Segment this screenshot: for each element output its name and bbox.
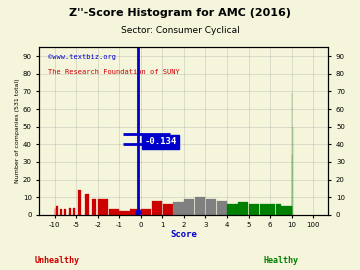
Bar [78, 190, 81, 215]
Bar [195, 197, 205, 215]
Bar [278, 204, 281, 215]
Bar [130, 210, 140, 215]
Bar [276, 204, 278, 215]
Bar [120, 211, 130, 215]
Bar [56, 206, 58, 215]
Bar [69, 208, 71, 215]
Bar [152, 201, 162, 215]
Bar [206, 199, 216, 215]
Text: Unhealthy: Unhealthy [35, 256, 80, 265]
Text: Z''-Score Histogram for AMC (2016): Z''-Score Histogram for AMC (2016) [69, 8, 291, 18]
Y-axis label: Number of companies (531 total): Number of companies (531 total) [15, 79, 20, 183]
Bar [281, 206, 284, 215]
Text: Healthy: Healthy [263, 256, 298, 265]
Bar [60, 210, 62, 215]
Bar [287, 206, 289, 215]
Text: The Research Foundation of SUNY: The Research Foundation of SUNY [48, 69, 180, 75]
X-axis label: Score: Score [170, 230, 197, 239]
Bar [270, 204, 273, 215]
Bar [64, 210, 66, 215]
Bar [284, 206, 286, 215]
Text: ©www.textbiz.org: ©www.textbiz.org [48, 54, 116, 60]
Bar [109, 210, 119, 215]
Bar [273, 204, 275, 215]
Bar [227, 204, 238, 215]
Bar [85, 194, 89, 215]
Bar [249, 204, 259, 215]
Bar [238, 202, 248, 215]
Text: Sector: Consumer Cyclical: Sector: Consumer Cyclical [121, 26, 239, 35]
Bar [184, 199, 194, 215]
Bar [92, 199, 96, 215]
Bar [174, 202, 184, 215]
Bar [260, 204, 270, 215]
Text: -0.134: -0.134 [144, 137, 177, 146]
Bar [216, 201, 227, 215]
Bar [98, 199, 108, 215]
Bar [141, 210, 151, 215]
Bar [163, 204, 173, 215]
Bar [289, 206, 292, 215]
Bar [73, 208, 75, 215]
